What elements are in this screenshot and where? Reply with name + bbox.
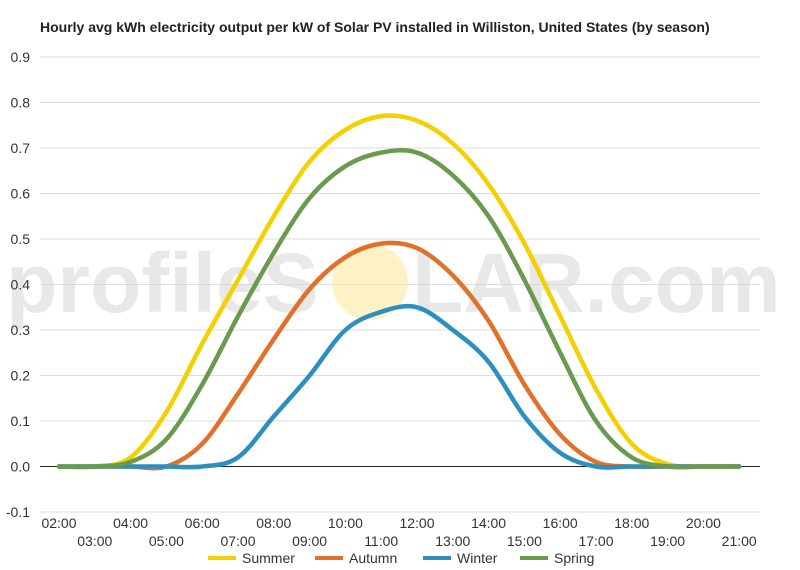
x-tick-label: 11:00 — [364, 533, 398, 549]
y-tick-label: 0.6 — [11, 186, 31, 202]
y-tick-label: 0.1 — [11, 413, 31, 429]
x-tick-label: 16:00 — [543, 515, 578, 531]
watermark-sun-icon — [332, 244, 408, 320]
y-tick-label: 0.8 — [11, 95, 31, 111]
y-tick-label: 0.0 — [11, 459, 31, 475]
x-tick-label: 21:00 — [722, 533, 757, 549]
legend-label-winter: Winter — [457, 550, 498, 566]
x-tick-label: 05:00 — [149, 533, 184, 549]
watermark: profileS LAR.com — [6, 236, 781, 330]
series-line-winter — [56, 303, 742, 470]
x-tick-label: 14:00 — [471, 515, 506, 531]
y-tick-label: 0.9 — [11, 49, 31, 65]
y-tick-label: 0.3 — [11, 322, 31, 338]
x-tick-label: 13:00 — [435, 533, 470, 549]
legend-label-spring: Spring — [554, 550, 594, 566]
y-tick-label: 0.5 — [11, 231, 31, 247]
series-line-spring — [56, 148, 742, 470]
series-lines — [56, 113, 742, 471]
x-tick-label: 02:00 — [41, 515, 76, 531]
x-tick-label: 09:00 — [292, 533, 327, 549]
y-tick-label: 0.7 — [11, 140, 31, 156]
x-tick-label: 15:00 — [507, 533, 542, 549]
x-tick-label: 03:00 — [77, 533, 112, 549]
x-tick-label: 08:00 — [256, 515, 291, 531]
legend: Summer Autumn Winter Spring — [208, 550, 594, 566]
axes: 0.90.80.70.60.50.40.30.20.10.0-0.102:00 0… — [6, 49, 760, 549]
x-tick-label: 19:00 — [650, 533, 685, 549]
x-tick-label: 17:00 — [578, 533, 613, 549]
legend-label-autumn: Autumn — [349, 550, 397, 566]
x-tick-label: 06:00 — [185, 515, 220, 531]
legend-label-summer: Summer — [242, 550, 295, 566]
x-tick-label: 04:00 — [113, 515, 148, 531]
x-tick-label: 07:00 — [220, 533, 255, 549]
x-tick-label: 20:00 — [686, 515, 721, 531]
watermark-text-left: profileS — [6, 236, 319, 330]
watermark-text-right: LAR.com — [412, 236, 781, 330]
y-tick-label: 0.4 — [11, 277, 31, 293]
series-line-summer — [56, 113, 742, 470]
chart-title: Hourly avg kWh electricity output per kW… — [40, 19, 710, 35]
y-tick-label: 0.2 — [11, 368, 31, 384]
y-tick-label: -0.1 — [6, 504, 30, 520]
x-tick-label: 18:00 — [614, 515, 649, 531]
x-tick-label: 10:00 — [328, 515, 363, 531]
x-tick-label: 12:00 — [399, 515, 434, 531]
